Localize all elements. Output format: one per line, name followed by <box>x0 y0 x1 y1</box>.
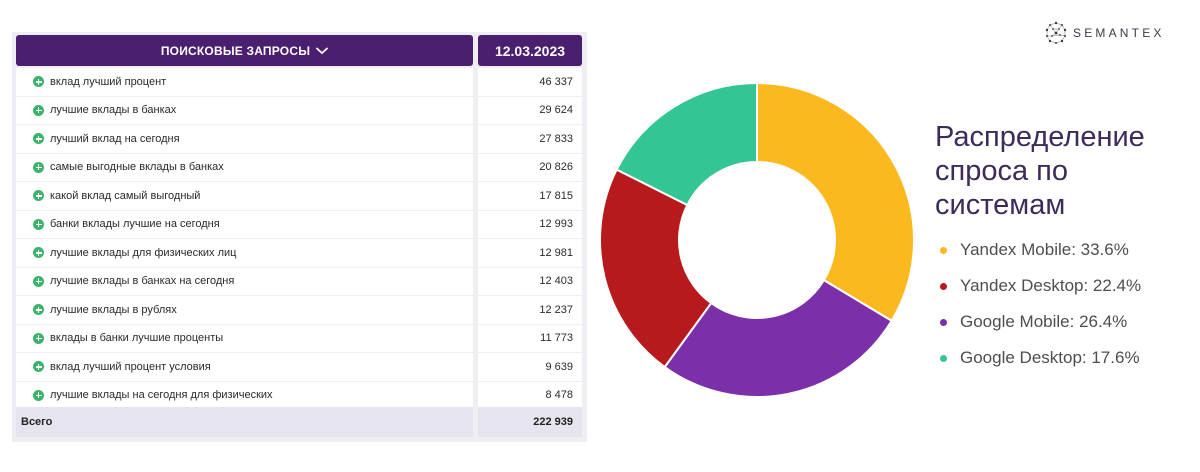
table-row: лучшие вклады на сегодня для физических 8… <box>16 381 582 411</box>
value-cell: 12 993 <box>478 210 582 238</box>
table-row: вклады в банки лучшие проценты 11 773 <box>16 324 582 354</box>
query-cell: лучшие вклады в рублях <box>16 296 473 324</box>
expand-plus-icon[interactable] <box>33 76 44 88</box>
legend-label: Yandex Mobile: 33.6% <box>960 240 1129 259</box>
donut-slice-google-mobile[interactable] <box>663 278 894 398</box>
value-cell: 46 337 <box>478 68 582 96</box>
query-cell: лучшие вклады в банках на сегодня <box>16 267 473 295</box>
expand-plus-icon[interactable] <box>33 161 44 173</box>
table-row: вклад лучший процент условия 9 639 <box>16 353 582 382</box>
table-row: лучшие вклады в рублях 12 237 <box>16 296 582 325</box>
query-cell: самые выгодные вклады в банках <box>16 153 473 181</box>
legend-label: Yandex Desktop: 22.4% <box>960 276 1142 295</box>
legend-label: Google Desktop: 17.6% <box>960 348 1140 367</box>
legend-item-yandex-desktop[interactable]: Yandex Desktop: 22.4% <box>940 268 1141 304</box>
legend-label: Google Mobile: 26.4% <box>960 312 1128 331</box>
semantex-logo: SEMANTEX <box>1043 20 1165 46</box>
query-cell: какой вклад самый выгодный <box>16 182 473 210</box>
legend-item-yandex-mobile[interactable]: Yandex Mobile: 33.6% <box>940 232 1141 268</box>
chart-title-line: Распределение <box>935 121 1145 153</box>
query-cell: вклады в банки лучшие проценты <box>16 324 473 352</box>
query-text: вклад лучший процент условия <box>50 360 211 373</box>
query-text: какой вклад самый выгодный <box>50 189 201 202</box>
table-row: лучшие вклады в банках 29 624 <box>16 96 582 126</box>
expand-plus-icon[interactable] <box>33 389 44 401</box>
chart-legend: Yandex Mobile: 33.6% Yandex Desktop: 22.… <box>940 232 1141 376</box>
search-queries-table: ПОИСКОВЫЕ ЗАПРОСЫ 12.03.2023 вклад лучши… <box>12 32 587 442</box>
chart-title-line: системам <box>935 189 1066 221</box>
value-cell: 12 237 <box>478 296 582 324</box>
expand-plus-icon[interactable] <box>33 190 44 202</box>
legend-dot-icon <box>940 354 947 362</box>
chevron-down-icon <box>316 44 329 58</box>
expand-plus-icon[interactable] <box>33 275 44 287</box>
semantex-logo-text: SEMANTEX <box>1073 26 1165 40</box>
chart-title: Распределение спроса по системам <box>935 120 1185 222</box>
total-label: Всего <box>16 407 473 437</box>
expand-plus-icon[interactable] <box>33 133 44 145</box>
query-cell: лучший вклад на сегодня <box>16 125 473 153</box>
column-header-queries-label: ПОИСКОВЫЕ ЗАПРОСЫ <box>160 43 311 58</box>
table-body: вклад лучший процент 46 337 лучшие вклады… <box>16 68 582 410</box>
expand-plus-icon[interactable] <box>33 361 44 373</box>
table-row: вклад лучший процент 46 337 <box>16 68 582 97</box>
legend-dot-icon <box>940 246 947 254</box>
value-cell: 20 826 <box>478 153 582 181</box>
donut-slice-yandex-mobile[interactable] <box>756 81 915 323</box>
column-header-date: 12.03.2023 <box>478 35 582 66</box>
table-row: лучшие вклады для физических лиц 12 981 <box>16 239 582 268</box>
table-row: банки вклады лучшие на сегодня 12 993 <box>16 210 582 240</box>
query-cell: вклад лучший процент условия <box>16 353 473 381</box>
table-row: какой вклад самый выгодный 17 815 <box>16 182 582 211</box>
value-cell: 29 624 <box>478 96 582 124</box>
donut-slice-yandex-desktop[interactable] <box>600 168 713 369</box>
legend-item-google-mobile[interactable]: Google Mobile: 26.4% <box>940 304 1141 340</box>
query-text: лучшие вклады для физических лиц <box>50 246 237 259</box>
query-text: лучшие вклады в банках <box>50 104 177 117</box>
chart-title-line: спроса по <box>935 155 1068 187</box>
table-row: лучшие вклады в банках на сегодня 12 403 <box>16 267 582 297</box>
value-cell: 8 478 <box>478 381 582 409</box>
expand-plus-icon[interactable] <box>33 218 44 230</box>
table-header: ПОИСКОВЫЕ ЗАПРОСЫ 12.03.2023 <box>16 35 582 66</box>
table-row: лучший вклад на сегодня 27 833 <box>16 125 582 154</box>
value-cell: 12 981 <box>478 239 582 267</box>
donut-slice-google-desktop[interactable] <box>615 81 758 207</box>
query-text: банки вклады лучшие на сегодня <box>50 218 220 231</box>
query-text: вклады в банки лучшие проценты <box>50 332 224 345</box>
column-header-queries[interactable]: ПОИСКОВЫЕ ЗАПРОСЫ <box>16 35 473 66</box>
expand-plus-icon[interactable] <box>33 104 44 116</box>
query-cell: лучшие вклады для физических лиц <box>16 239 473 267</box>
demand-distribution-donut-chart <box>600 81 915 398</box>
query-cell: вклад лучший процент <box>16 68 473 96</box>
query-cell: банки вклады лучшие на сегодня <box>16 210 473 238</box>
value-cell: 27 833 <box>478 125 582 153</box>
total-value: 222 939 <box>478 407 582 437</box>
query-text: лучшие вклады в банках на сегодня <box>50 275 235 288</box>
legend-dot-icon <box>940 318 947 326</box>
value-cell: 17 815 <box>478 182 582 210</box>
expand-plus-icon[interactable] <box>33 247 44 259</box>
query-cell: лучшие вклады в банках <box>16 96 473 124</box>
value-cell: 9 639 <box>478 353 582 381</box>
query-cell: лучшие вклады на сегодня для физических <box>16 381 473 409</box>
legend-dot-icon <box>940 282 947 290</box>
legend-item-google-desktop[interactable]: Google Desktop: 17.6% <box>940 340 1141 376</box>
expand-plus-icon[interactable] <box>33 304 44 316</box>
query-text: вклад лучший процент <box>50 75 167 88</box>
semantex-logo-icon <box>1045 21 1067 44</box>
query-text: лучшие вклады на сегодня для физических <box>50 389 273 402</box>
value-cell: 11 773 <box>478 324 582 352</box>
expand-plus-icon[interactable] <box>33 332 44 344</box>
query-text: лучший вклад на сегодня <box>50 132 180 145</box>
table-row: самые выгодные вклады в банках 20 826 <box>16 153 582 183</box>
query-text: самые выгодные вклады в банках <box>50 161 224 174</box>
value-cell: 12 403 <box>478 267 582 295</box>
query-text: лучшие вклады в рублях <box>50 303 177 316</box>
total-row: Всего 222 939 <box>16 407 582 437</box>
